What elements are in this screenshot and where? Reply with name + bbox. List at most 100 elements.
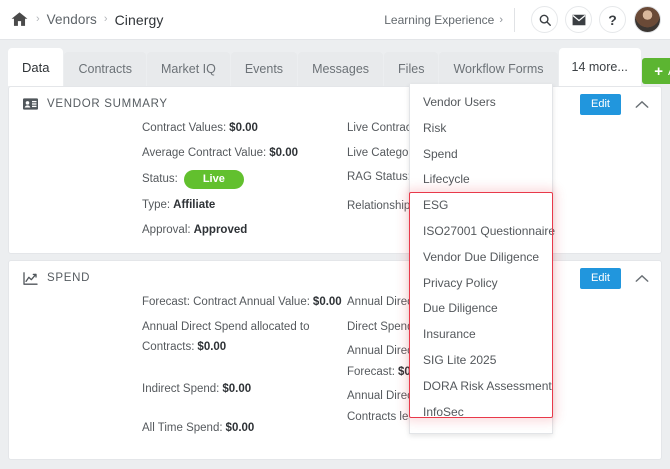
menu-item-due-diligence[interactable]: Due Diligence [423,301,498,316]
menu-item-risk[interactable]: Risk [423,120,447,135]
spend-edit-button[interactable]: Edit [580,268,621,289]
search-icon [538,13,552,27]
vendor-summary-collapse-icon[interactable] [635,100,649,109]
tab-workflow-forms[interactable]: Workflow Forms [439,52,558,86]
menu-item-esg[interactable]: ESG [423,198,449,213]
field-label: Average Contract Value: [142,146,267,159]
field-value: $0.00 [225,422,255,435]
spend-header: SPEND Edit [9,261,661,295]
menu-item-insurance[interactable]: Insurance [423,327,476,342]
spend-card: SPEND Edit Forecast: Contract Annual Val… [8,260,662,460]
menu-item-infosec[interactable]: InfoSec [423,404,464,419]
vendor-summary-left-column: Contract Values: $0.00 Average Contract V… [142,121,347,247]
field-label: Annual Direct S [347,296,427,308]
breadcrumb-vendors[interactable]: Vendors [46,12,97,27]
field-relationship-level: Relationship Le [347,199,547,215]
breadcrumb-separator-1: › [36,13,40,25]
field-label: Annual Direct S [347,390,427,403]
field-label: Forecast: Contract Annual Value: [142,296,310,308]
menu-item-iso27001-questionnaire[interactable]: ISO27001 Questionnaire [423,223,556,238]
tab-events[interactable]: Events [230,52,298,86]
vendor-summary-edit-button[interactable]: Edit [580,94,621,115]
tab-contracts[interactable]: Contracts [64,52,146,86]
field-type: Type: Affiliate [142,198,347,214]
spend-header-actions: Edit [580,268,649,289]
messages-button[interactable] [565,6,592,33]
field-label: Relationship Le [347,199,427,212]
spend-collapse-icon[interactable] [635,274,649,283]
id-card-icon [23,98,38,110]
vendor-summary-card: VENDOR SUMMARY Edit Contract Values: $0.0… [8,86,662,254]
field-value: $0.00 [269,146,299,159]
field-label: Direct Spend: [347,320,417,333]
chevron-right-icon: › [499,13,503,26]
menu-item-sig-lite-2025[interactable]: SIG Lite 2025 [423,352,497,367]
home-icon[interactable] [10,10,29,29]
field-annual-direct-spend-allocated-line1: Annual Direct Spend allocated to [142,320,347,336]
vendor-summary-header: VENDOR SUMMARY Edit [9,87,661,121]
spend-fields: Forecast: Contract Annual Value: $0.00 An… [9,295,661,434]
field-value: $0.00 [197,341,227,354]
tab-more[interactable]: 14 more... [558,48,641,86]
breadcrumb: › Vendors › Cinergy [0,10,164,29]
field-label: Contract Values: [142,122,227,134]
status-badge: Live [183,170,244,190]
field-label: Annual Direct Spend allocated to [142,320,310,333]
breadcrumb-separator-2: › [103,13,108,25]
field-label: Contracts: [142,341,195,354]
field-value: Approved [193,223,248,236]
more-tabs-dropdown: Vendor Users Risk Spend Lifecycle ESG IS… [409,84,556,435]
field-label: Indirect Spend: [142,382,220,395]
field-annual-direct-spend-2: Annual Direct S [347,344,547,360]
learning-experience-label: Learning Experience [384,12,495,27]
help-icon: ? [608,11,617,28]
vendor-summary-fields: Contract Values: $0.00 Average Contract V… [9,121,661,236]
field-approval: Approval: Approved [142,223,347,239]
field-value: Affiliate [173,199,216,212]
mail-icon [572,14,586,26]
field-all-time-spend: All Time Spend: $0.00 [142,421,347,437]
menu-item-dora-risk-assessment[interactable]: DORA Risk Assessment [423,378,552,393]
search-button[interactable] [531,6,558,33]
menu-item-vendor-due-diligence[interactable]: Vendor Due Diligence [423,249,540,264]
tab-data[interactable]: Data [8,48,64,86]
field-label: Approval: [142,223,191,236]
add-button[interactable]: + Add ▾ [641,58,670,84]
top-bar-actions: Learning Experience › [384,6,670,33]
chart-line-icon [23,271,38,285]
field-contract-values: Contract Values: $0.00 [142,121,347,137]
field-annual-direct-spend-3: Annual Direct S [347,389,547,405]
spend-left-column: Forecast: Contract Annual Value: $0.00 An… [142,295,347,446]
field-live-contracts: Live Contracts: [347,121,547,137]
tab-files[interactable]: Files [384,52,439,86]
divider [514,7,515,32]
top-navigation-bar: › Vendors › Cinergy Learning Experience … [0,0,670,40]
field-label: RAG Status: [347,171,411,184]
menu-item-spend[interactable]: Spend [423,146,458,161]
help-button[interactable]: ? [599,6,626,33]
field-label: Live Contracts: [347,122,424,134]
vendor-summary-title: VENDOR SUMMARY [47,98,168,110]
avatar[interactable] [634,6,661,33]
field-label: All Time Spend: [142,422,223,435]
learning-experience-link[interactable]: Learning Experience › [384,13,503,27]
tab-market-iq[interactable]: Market IQ [146,52,230,86]
field-status: Status: Live [142,170,347,190]
menu-item-privacy-policy[interactable]: Privacy Policy [423,275,498,290]
field-annual-direct-spend-1: Annual Direct S [347,295,547,311]
field-forecast-contract-annual-value: Forecast: Contract Annual Value: $0.00 [142,295,347,311]
menu-item-vendor-users[interactable]: Vendor Users [423,95,496,109]
field-label: Type: [142,199,171,212]
field-label: Annual Direct S [347,345,427,358]
plus-icon: + [654,62,664,80]
tab-messages[interactable]: Messages [298,52,384,86]
field-annual-direct-spend-allocated-contracts: Contracts: $0.00 [142,340,347,356]
spend-title: SPEND [47,272,91,284]
field-value: $0.00 [312,296,342,308]
menu-item-lifecycle[interactable]: Lifecycle [423,172,470,187]
field-average-contract-value: Average Contract Value: $0.00 [142,146,347,162]
field-label: Status: [142,173,178,186]
add-button-label: Add [668,64,670,78]
field-label: Forecast: [347,365,395,378]
